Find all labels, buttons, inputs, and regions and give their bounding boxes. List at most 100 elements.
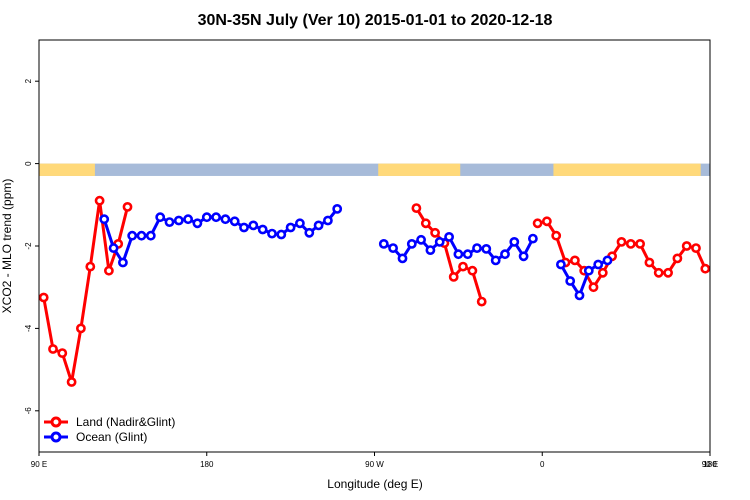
series-1-point-0-2: [118, 257, 128, 268]
series-0-point-2-12: [644, 257, 655, 268]
series-0-point-2-11: [635, 238, 645, 249]
series-0-point-1-5: [458, 261, 468, 272]
series-1-point-0-16: [248, 220, 259, 231]
series-0-point-2-0: [532, 218, 543, 229]
series-1-point-1-7: [444, 231, 454, 242]
series-0-point-1-1: [420, 218, 431, 229]
series-1-point-0-12: [211, 212, 221, 223]
series-1-point-1-15: [518, 251, 529, 262]
series-0-point-1-4: [448, 271, 459, 282]
series-1-point-1-13: [500, 249, 510, 260]
series-1-point-0-18: [267, 228, 277, 239]
series-0-point-2-2: [551, 230, 562, 241]
y-axis-label: XCO2 - MLO trend (ppm): [0, 179, 14, 314]
series-1-point-0-3: [127, 230, 138, 241]
series-0-point-1-2: [430, 227, 440, 238]
series-1-point-1-2: [397, 253, 408, 264]
series-0-point-0-7: [104, 265, 114, 276]
series-0-point-2-18: [700, 263, 710, 274]
plot-frame: [38, 39, 711, 453]
series-1-point-0-17: [257, 224, 268, 235]
series-0-point-0-9: [122, 201, 133, 212]
series-1-point-1-12: [490, 255, 501, 266]
series-0-point-2-9: [616, 236, 627, 247]
series-1-point-0-6: [155, 212, 166, 223]
series-1-point-2-1: [565, 276, 576, 286]
series-1-point-0-21: [294, 218, 305, 229]
band-land-1: [378, 163, 461, 176]
series-0-point-2-13: [653, 267, 664, 278]
series-1-point-1-9: [462, 249, 473, 260]
legend-land-label: Land (Nadir&Glint): [76, 415, 175, 429]
legend-ocean-label: Ocean (Glint): [76, 430, 147, 444]
series-0-point-0-2: [57, 348, 68, 358]
series-0-point-2-6: [588, 282, 599, 293]
y-tick-label-3: 0: [24, 161, 33, 166]
series-1-point-0-11: [201, 212, 212, 223]
band-land-2: [553, 163, 701, 176]
series-0-point-0-4: [76, 323, 86, 334]
x-tick-label-2: 90 W: [365, 460, 384, 469]
series-0-point-1-7: [476, 296, 487, 307]
series-0-point-2-10: [625, 238, 636, 249]
series-1-point-0-8: [173, 215, 184, 226]
legend-land-marker: [50, 416, 62, 428]
series-1-point-0-7: [164, 217, 175, 227]
series-1-point-0-1: [108, 243, 119, 253]
series-1-point-0-23: [313, 220, 324, 231]
series-1-point-1-5: [425, 245, 436, 255]
series-0-point-2-1: [542, 216, 552, 227]
series-0-point-2-15: [672, 253, 683, 264]
series-0-point-3-3: [739, 378, 746, 385]
series-1-point-2-2: [574, 290, 585, 301]
legend-ocean-marker: [50, 431, 62, 443]
series-1-point-1-6: [434, 236, 445, 247]
series-0-point-0-1: [48, 344, 58, 354]
series-0-point-3-1: [720, 345, 727, 352]
series-0-point-3-2: [730, 350, 737, 357]
series-1-point-0-14: [229, 216, 240, 227]
series-1-point-1-1: [388, 243, 398, 253]
series-0-point-0-0: [39, 292, 49, 303]
y-tick-label-1: -4: [24, 324, 33, 332]
x-tick-label-3: 0: [540, 460, 545, 469]
series-0-point-2-17: [691, 243, 701, 253]
series-0-point-1-6: [467, 265, 478, 276]
series-1-point-1-14: [509, 236, 520, 247]
series-1-point-2-5: [602, 255, 613, 266]
series-0-point-2-14: [663, 267, 673, 278]
series-0-point-0-5: [85, 261, 96, 272]
series-1-point-0-4: [136, 230, 147, 241]
series-1-point-0-20: [285, 222, 296, 233]
series-1-point-1-0: [378, 238, 389, 249]
series-0-line-2: [537, 219, 707, 289]
series-1-point-0-22: [304, 227, 315, 238]
series-1-point-0-15: [239, 222, 249, 233]
y-axis: -6 -4 -2 0 2: [24, 78, 39, 414]
series-1-point-1-3: [406, 238, 417, 249]
series-1-point-0-0: [99, 214, 110, 225]
series-1-point-0-9: [183, 214, 193, 225]
series-0-line-3: [715, 201, 750, 382]
chart-title: 30N-35N July (Ver 10) 2015-01-01 to 2020…: [198, 12, 553, 29]
legend: Land (Nadir&Glint) Ocean (Glint): [44, 415, 175, 444]
x-axis-label: Longitude (deg E): [327, 477, 422, 491]
land-sea-band: [39, 163, 732, 176]
x-tick-label-1: 180: [200, 460, 214, 469]
series-1-point-0-19: [276, 229, 287, 240]
series-0-point-2-7: [597, 267, 608, 278]
series-0-line-0: [42, 199, 129, 384]
series-1-point-1-10: [472, 243, 482, 253]
series-1-point-0-25: [332, 203, 343, 214]
series-1-point-2-3: [583, 265, 594, 276]
y-tick-label-4: 2: [24, 78, 33, 83]
x-tick-label-4: 90 E: [702, 460, 718, 469]
x-tick-label-edge: 180: [703, 460, 717, 469]
series-1-point-1-11: [481, 243, 492, 254]
series-1-point-1-16: [528, 233, 538, 244]
series-0-point-1-0: [411, 203, 422, 213]
band-land-3: [723, 164, 732, 176]
series-1-point-1-8: [453, 249, 464, 260]
series-1-point-1-4: [416, 234, 426, 245]
